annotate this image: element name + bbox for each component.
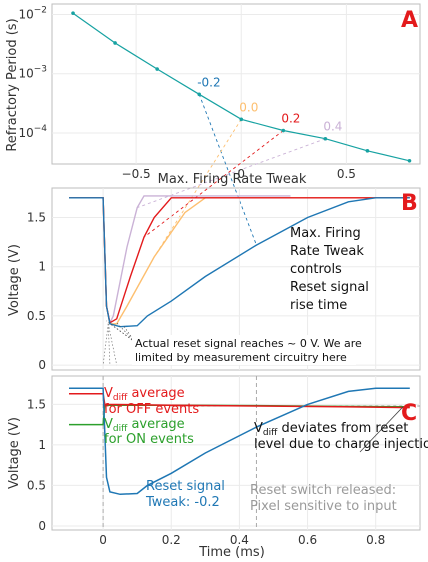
panel-b-small-note-line-2: limited by measurement circuitry here — [135, 351, 347, 364]
svg-text:Vdiff average: Vdiff average — [104, 417, 185, 434]
b-ytick-label-1: 0.5 — [27, 309, 46, 323]
panel-b-annotation: Max. Firing Rate Tweak controls Reset si… — [290, 226, 369, 313]
panel-c-letter: C — [401, 401, 417, 426]
c-xtick-label-1: 0.2 — [162, 533, 181, 547]
c-xtick-label-4: 0.8 — [366, 533, 385, 547]
label-reset-switch: Reset switch released: Pixel sensitive t… — [250, 483, 397, 514]
a-annotation-1: 0.0 — [239, 100, 258, 114]
b-series-3 — [69, 195, 291, 325]
b-note-pointer-2 — [116, 322, 136, 343]
label-vdiff-deviates-sub: diff — [263, 428, 278, 438]
panel-b-annotation-line-4: Reset signal — [290, 280, 369, 295]
panel-a-ylabel: Refractory Period (s) — [5, 18, 20, 151]
label-reset-signal-line-1: Reset signal — [146, 479, 225, 494]
a-ytick-label-1: 10−3 — [18, 65, 47, 81]
panel-c-xlabel: Time (ms) — [198, 545, 265, 560]
a-ytick-base-1: 10 — [18, 67, 33, 81]
c-ytick-label-1: 0.5 — [27, 478, 46, 492]
c-xtick-label-2: 0.4 — [230, 533, 249, 547]
b-zero-pointer-1 — [107, 323, 111, 366]
b-ytick-label-2: 1 — [38, 260, 46, 274]
c-deviation-pointer — [359, 406, 404, 453]
panel-b-frame — [51, 187, 421, 371]
label-vdiff-deviates-v: V — [254, 421, 263, 436]
a-point-7 — [365, 149, 370, 153]
guide-line-2 — [143, 130, 284, 238]
a-ytick-base-0: 10 — [18, 7, 33, 21]
a-annotation-2: 0.2 — [281, 112, 300, 126]
b-note-pointer-1 — [109, 323, 136, 343]
a-annotation-0: -0.2 — [197, 75, 220, 89]
a-xtick-label-2: 0.5 — [337, 167, 356, 181]
c-xtick-label-3: 0.6 — [298, 533, 317, 547]
label-reset-switch-line-1: Reset switch released: — [250, 483, 396, 498]
panel-b: 0 0.5 1 1.5 Voltage (V) Max. Firing Rate Tw… — [7, 187, 421, 372]
a-ytick-exp-0: −2 — [34, 5, 47, 15]
a-xtick-label-0: −0.5 — [122, 167, 151, 181]
panel-b-small-note-line-1: Actual reset signal reaches ~ 0 V. We ar… — [135, 337, 362, 350]
a-ytick-exp-1: −3 — [34, 65, 47, 75]
label-vdiff-on-rest: average — [127, 417, 184, 432]
label-reset-signal: Reset signal Tweak: -0.2 — [145, 479, 225, 510]
panel-b-letter: B — [401, 191, 418, 216]
b-ytick-label-0: 0 — [38, 358, 46, 372]
panel-a: -0.20.00.20.4 10−210−310−4 −0.5 0 0.5 Refr… — [5, 3, 421, 258]
a-point-0 — [71, 11, 75, 15]
label-vdiff-deviates: Vdiff deviates from reset level due to c… — [254, 421, 428, 452]
label-vdiff-on: Vdiff average for ON events — [104, 417, 194, 447]
label-vdiff-off-rest: average — [127, 386, 184, 401]
a-xtick-label-1: 0 — [237, 167, 245, 181]
c-ytick-label-3: 1.5 — [27, 397, 46, 411]
panel-c-ylabel: Voltage (V) — [7, 417, 22, 489]
label-vdiff-off-sub: diff — [113, 393, 128, 403]
panel-b-annotation-line-2: Rate Tweak — [290, 244, 364, 259]
a-point-2 — [155, 67, 159, 71]
a-point-6 — [323, 136, 328, 141]
a-annotation-3: 0.4 — [323, 120, 342, 134]
svg-text:Vdiff deviates from reset: Vdiff deviates from reset — [254, 421, 408, 438]
a-point-1 — [113, 41, 117, 45]
c-series-0 — [69, 387, 410, 496]
c-ytick-label-2: 1 — [38, 438, 46, 452]
b-series-0 — [69, 197, 410, 328]
label-reset-signal-line-2: Tweak: -0.2 — [145, 495, 220, 510]
panel-c-frame — [51, 375, 421, 531]
a-ytick-base-2: 10 — [18, 126, 33, 140]
label-vdiff-off-line-2: for OFF events — [104, 402, 199, 417]
panel-b-annotation-line-1: Max. Firing — [290, 226, 361, 241]
c-ytick-label-0: 0 — [38, 519, 46, 533]
svg-text:Vdiff average: Vdiff average — [104, 386, 185, 403]
a-ytick-label-2: 10−4 — [18, 124, 47, 140]
panel-c: 0 0.5 1 1.5 0 0.2 0.4 0.6 0.8 Voltage (V) Time … — [7, 375, 428, 560]
label-vdiff-deviates-line-2: level due to charge injection — [254, 437, 428, 452]
panel-b-annotation-line-3: controls — [290, 262, 342, 277]
guide-line-0 — [198, 94, 257, 246]
label-vdiff-on-sub: diff — [113, 424, 128, 434]
b-zero-pointer-0 — [102, 323, 109, 366]
a-ytick-exp-2: −4 — [34, 124, 48, 134]
label-vdiff-on-v: V — [104, 417, 113, 432]
panel-b-ylabel: Voltage (V) — [7, 244, 22, 316]
c-xtick-label-0: 0 — [99, 533, 107, 547]
label-vdiff-on-line-2: for ON events — [104, 432, 194, 447]
a-point-5 — [281, 128, 286, 133]
b-ytick-label-3: 1.5 — [27, 211, 46, 225]
a-point-3 — [197, 92, 201, 97]
label-vdiff-deviates-rest: deviates from reset — [277, 421, 408, 436]
panel-b-small-note: Actual reset signal reaches ~ 0 V. We ar… — [132, 335, 362, 365]
label-reset-switch-line-2: Pixel sensitive to input — [250, 499, 397, 514]
panel-b-annotation-line-5: rise time — [290, 298, 347, 313]
label-vdiff-off: Vdiff average for OFF events — [104, 386, 199, 417]
b-zero-pointer-2 — [107, 323, 118, 366]
panel-b-small-note-bg — [132, 335, 356, 365]
a-point-4 — [239, 117, 244, 122]
a-ytick-label-0: 10−2 — [18, 5, 47, 21]
a-point-8 — [407, 158, 412, 163]
panel-a-xlabel: Max. Firing Rate Tweak — [158, 172, 307, 187]
label-vdiff-off-v: V — [104, 386, 113, 401]
panel-a-letter: A — [401, 8, 418, 33]
panel-a-frame — [51, 3, 421, 165]
